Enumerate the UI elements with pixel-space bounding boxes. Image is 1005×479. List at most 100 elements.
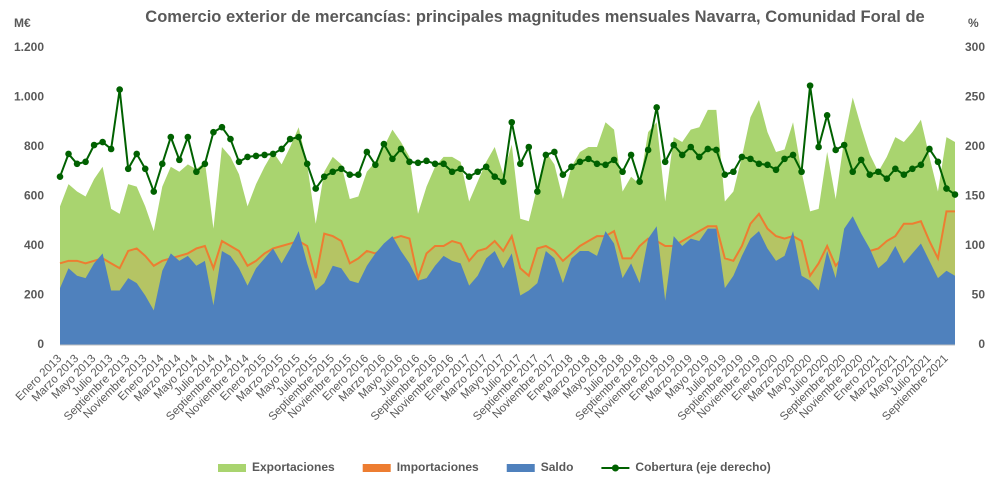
y-unit: M€ [14,16,31,30]
marker [491,173,499,180]
legend-label: Cobertura (eje derecho) [635,460,770,474]
chart-title: Comercio exterior de mercancías: princip… [145,8,925,26]
marker [559,171,567,179]
marker [252,152,260,160]
marker [551,148,558,156]
marker [320,173,328,180]
marker [781,155,788,163]
marker [695,153,703,161]
marker [627,151,635,159]
marker [917,161,925,169]
marker [934,158,942,166]
y-tick-label: 400 [24,238,44,252]
legend-swatch [611,464,619,472]
marker [585,155,592,163]
y-tick-label: 0 [37,337,44,351]
marker [312,185,320,192]
marker [806,82,814,89]
y-tick-label: 800 [24,139,44,153]
marker [355,171,362,179]
marker [141,165,149,173]
marker [721,171,729,179]
marker [397,145,405,153]
y2-tick-label: 150 [965,189,985,203]
y2-tick-label: 300 [965,40,985,54]
marker [244,153,251,161]
legend-label: Exportaciones [252,460,335,474]
marker [380,140,388,148]
marker [619,168,626,176]
marker [363,148,371,156]
line [59,85,956,196]
marker [346,171,354,179]
marker [849,168,857,176]
marker [158,160,166,168]
y2-tick-label: 250 [965,90,985,104]
marker [951,191,959,198]
marker [133,150,141,158]
marker [874,168,882,176]
marker [184,133,192,141]
y-tick-label: 1.000 [14,90,44,104]
marker [815,143,822,151]
marker [610,156,618,164]
marker [704,145,712,153]
marker [82,158,89,166]
y-tick-label: 200 [24,288,44,302]
marker [926,145,933,153]
marker [857,156,865,164]
marker [713,146,720,154]
marker [730,168,737,176]
marker [678,151,686,159]
marker [909,165,916,173]
marker [90,141,98,149]
marker [823,112,831,119]
marker [516,160,524,168]
marker [482,163,490,171]
marker [457,165,464,173]
legend-swatch [506,464,535,472]
marker [99,138,106,146]
marker [150,188,158,195]
y2-tick-label: 0 [978,337,985,351]
marker [832,146,839,154]
marker [670,141,678,149]
marker [602,161,609,169]
marker [789,151,797,159]
marker [337,165,345,173]
marker [414,159,422,167]
marker [738,153,746,161]
marker [798,168,805,176]
marker [73,160,81,168]
marker [900,171,908,179]
marker [201,160,209,168]
marker [389,155,396,163]
marker [269,150,277,158]
marker [661,158,669,166]
marker [764,161,771,169]
legend-label: Saldo [541,460,574,474]
marker [303,160,311,168]
marker [278,145,285,153]
marker [508,118,516,126]
marker [772,166,780,174]
marker [261,151,268,159]
marker [423,157,430,165]
marker [883,175,891,182]
marker [210,128,217,136]
area [60,216,955,345]
marker [534,188,541,195]
marker [840,141,848,149]
marker [227,135,234,143]
marker [755,160,763,168]
marker [372,161,379,169]
legend-swatch [218,464,246,472]
marker [636,178,643,185]
marker [56,173,64,180]
y-tick-label: 600 [24,189,44,203]
y2-tick-label: 200 [965,139,985,153]
marker [65,150,72,158]
marker [431,160,439,168]
marker [474,168,481,176]
marker [943,185,950,192]
